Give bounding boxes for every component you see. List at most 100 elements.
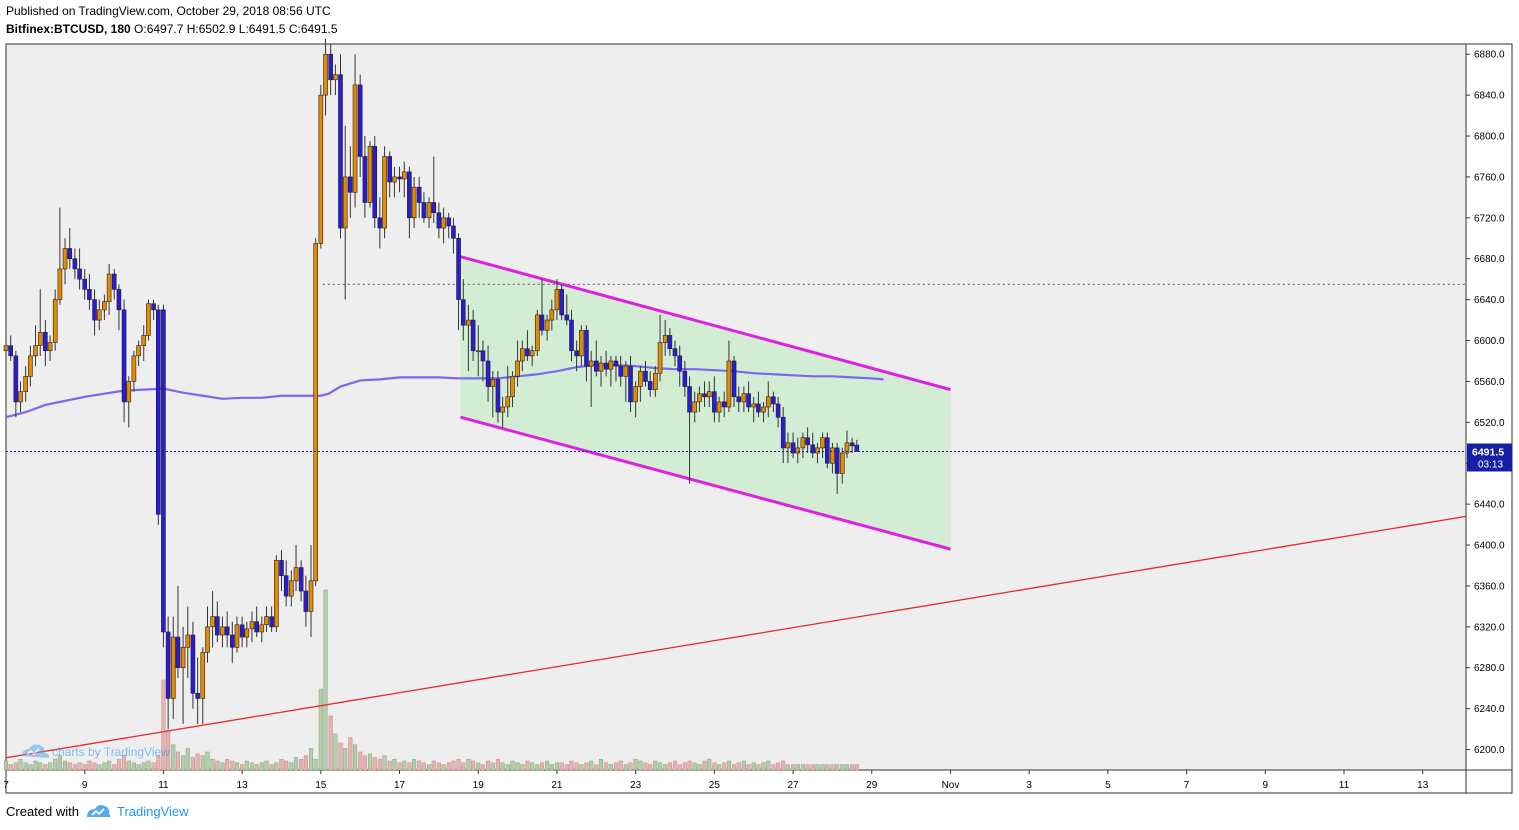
candle-body: [657, 342, 663, 374]
volume-bar: [766, 760, 771, 771]
candle-body: [141, 335, 147, 346]
volume-bar: [520, 764, 525, 771]
volume-bar: [554, 762, 559, 771]
volume-bar: [417, 760, 422, 771]
candle-body: [490, 379, 496, 387]
candle-body: [554, 289, 560, 311]
candle-body: [780, 416, 786, 449]
volume-bar: [667, 762, 672, 771]
time-axis[interactable]: 7 9 11 13 15 17 19 21 23 25 27 29 Nov 3 5 7 9 11 13: [3, 770, 1429, 791]
candle-body: [333, 74, 338, 81]
volume-bar: [781, 760, 786, 771]
volume-bar: [225, 758, 230, 771]
candle-body: [165, 631, 171, 699]
candle-body: [544, 319, 550, 331]
candle-body: [220, 626, 225, 636]
time-tick-label: 9: [1263, 780, 1269, 791]
volume-bar: [608, 764, 613, 771]
candle-body: [682, 370, 688, 387]
volume-bar: [461, 762, 466, 771]
volume-bar: [274, 762, 279, 771]
candle-body: [13, 355, 19, 403]
volume-bar: [72, 764, 77, 771]
descending-channel[interactable]: [460, 255, 951, 551]
volume-bar: [112, 764, 117, 771]
candle-body: [775, 403, 781, 418]
volume-bar: [722, 762, 727, 771]
volume-bar: [131, 762, 136, 771]
candle-body: [239, 624, 245, 638]
candle-body: [628, 365, 633, 403]
volume-bar: [549, 764, 554, 771]
candle-body: [43, 332, 48, 352]
candle-body: [146, 303, 151, 336]
volume-bar: [195, 753, 200, 771]
candle-body: [451, 225, 456, 239]
volume-bar: [687, 760, 692, 771]
volume-bar: [18, 758, 23, 771]
candle-body: [584, 330, 589, 367]
volume-bar: [303, 755, 308, 771]
volume-bar: [515, 762, 520, 771]
volume-bar: [850, 764, 855, 771]
candle-body: [756, 403, 761, 413]
price-tick-label: 6440.0: [1474, 500, 1505, 511]
volume-bar: [8, 764, 13, 771]
volume-bar: [234, 762, 240, 771]
volume-bar: [500, 762, 505, 771]
candle-body: [485, 360, 491, 387]
price-tick-label: 6320.0: [1474, 622, 1505, 633]
time-tick-label: 11: [1339, 780, 1350, 791]
time-tick-label: 13: [1417, 780, 1429, 791]
candle-body: [706, 391, 712, 398]
candle-body: [283, 575, 289, 597]
price-axis[interactable]: 6200.0 6240.0 6280.0 6320.0 6360.0 6400.0 6440…: [1466, 50, 1512, 756]
trendline: [5, 515, 1467, 759]
volume-bar: [313, 758, 318, 771]
candle-body: [815, 447, 820, 454]
volume-bar: [284, 760, 289, 771]
volume-bar: [795, 764, 800, 771]
candle-body: [352, 84, 358, 193]
price-tick-label: 6560.0: [1474, 377, 1505, 388]
time-tick-label: 21: [551, 780, 563, 791]
time-tick-label: 19: [473, 780, 485, 791]
volume-bar: [136, 764, 141, 771]
ascending-trendline[interactable]: [5, 515, 1467, 759]
created-with-label: Created with: [6, 803, 79, 819]
volume-bar: [510, 760, 515, 771]
time-tick-label: 25: [709, 780, 721, 791]
volume-bar: [776, 762, 781, 771]
candle-body: [588, 360, 594, 367]
volume-bar: [249, 762, 255, 771]
candle-body: [387, 156, 392, 183]
last-price-badge: [1467, 443, 1512, 472]
volume-bar: [205, 751, 210, 771]
candle-body: [771, 396, 776, 405]
volume-bar: [387, 760, 392, 771]
volume-bar: [697, 764, 702, 771]
volume-bar: [308, 748, 314, 771]
candle-body: [67, 248, 73, 260]
candle-body: [534, 314, 540, 352]
candle-body: [155, 309, 161, 515]
candle-body: [382, 156, 387, 229]
candle-body: [111, 273, 117, 290]
volume-bar: [584, 762, 589, 771]
tradingview-link[interactable]: TradingView: [116, 803, 189, 819]
candle-body: [677, 355, 683, 372]
volume-bar: [574, 762, 579, 771]
volume-bar: [353, 744, 358, 771]
price-tick-label: 6880.0: [1474, 50, 1505, 61]
time-tick-label: 29: [866, 780, 878, 791]
candle-body: [603, 362, 609, 370]
candle-body: [633, 386, 638, 403]
candle-body: [72, 258, 78, 270]
candle-body: [653, 372, 658, 390]
volume-bar: [643, 762, 648, 771]
volume-bar: [436, 762, 441, 771]
volume-bar: [746, 764, 751, 771]
candle-body: [210, 616, 215, 628]
volume-bar: [490, 762, 495, 771]
